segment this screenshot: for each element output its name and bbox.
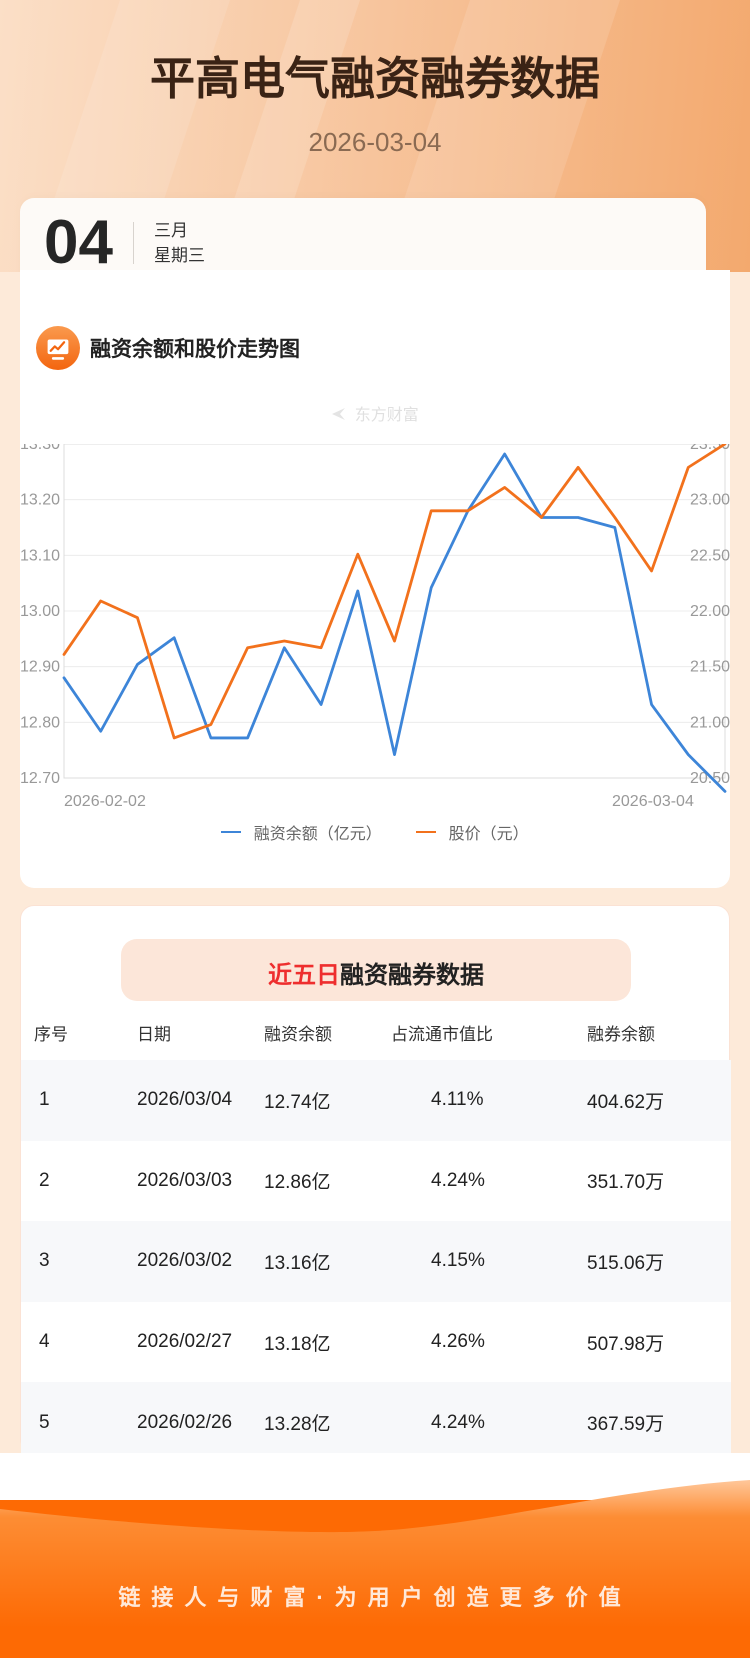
svg-text:21.50: 21.50 bbox=[690, 659, 730, 676]
svg-text:2026-03-04: 2026-03-04 bbox=[612, 793, 694, 808]
svg-text:22.50: 22.50 bbox=[690, 547, 730, 564]
svg-text:13.00: 13.00 bbox=[20, 603, 60, 620]
svg-text:21.00: 21.00 bbox=[690, 714, 730, 731]
svg-text:12.80: 12.80 bbox=[20, 714, 60, 731]
svg-text:12.70: 12.70 bbox=[20, 770, 60, 787]
svg-text:12.90: 12.90 bbox=[20, 659, 60, 676]
svg-text:13.10: 13.10 bbox=[20, 547, 60, 564]
svg-text:13.20: 13.20 bbox=[20, 492, 60, 509]
svg-text:13.30: 13.30 bbox=[20, 444, 60, 453]
svg-text:20.50: 20.50 bbox=[690, 770, 730, 787]
svg-text:22.00: 22.00 bbox=[690, 603, 730, 620]
svg-text:23.00: 23.00 bbox=[690, 492, 730, 509]
svg-text:2026-02-02: 2026-02-02 bbox=[64, 793, 146, 808]
